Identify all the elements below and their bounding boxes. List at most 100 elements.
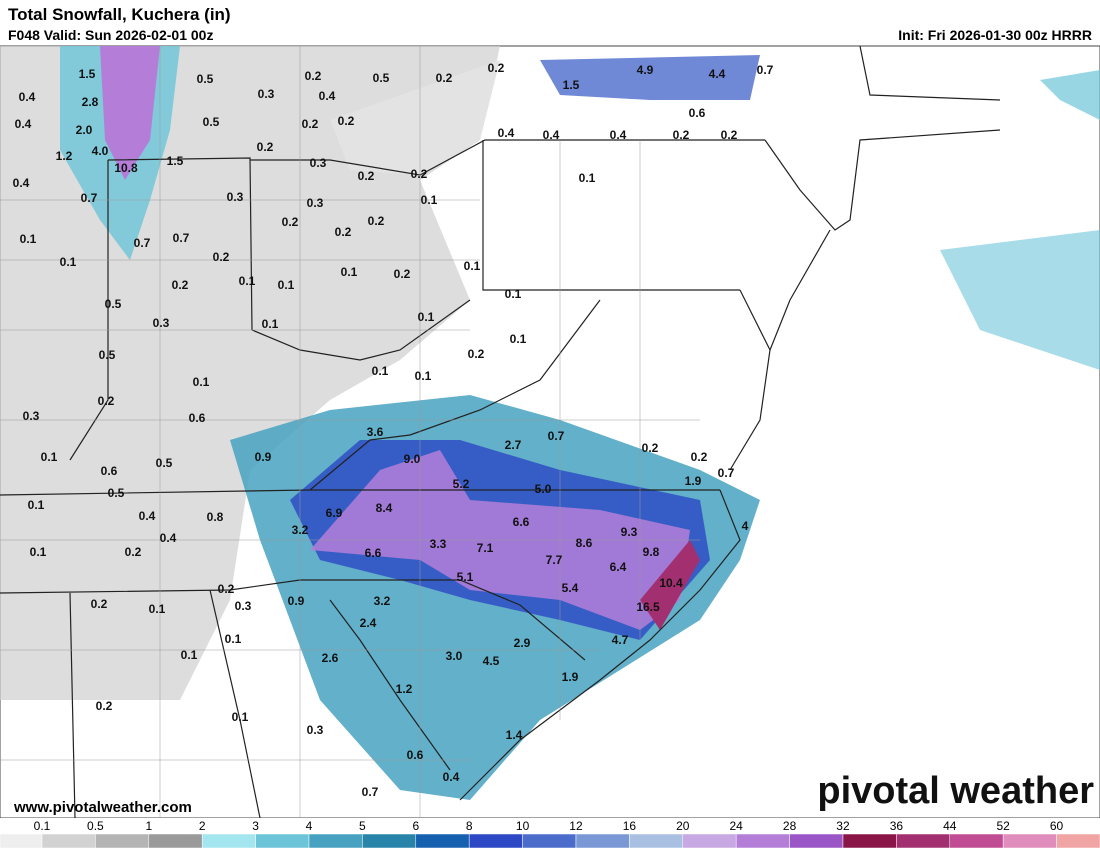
snow-label: 0.2 [125, 545, 142, 559]
snow-label: 0.2 [172, 278, 189, 292]
snow-label: 0.4 [319, 89, 336, 103]
snow-label: 0.4 [498, 126, 515, 140]
snow-label: 0.2 [338, 114, 355, 128]
logo: pivotal weather [817, 770, 1094, 812]
snow-label: 0.2 [302, 117, 319, 131]
colorbar-label: 10 [516, 819, 530, 833]
snow-label: 0.5 [99, 348, 116, 362]
lake-area [330, 60, 500, 175]
snow-label: 3.2 [374, 594, 391, 608]
colorbar-swatch [842, 833, 897, 849]
snow-label: 0.7 [362, 785, 379, 799]
colorbar-label: 0.1 [34, 819, 51, 833]
snow-label: 0.2 [721, 128, 738, 142]
snow-label: 0.4 [139, 509, 156, 523]
snow-label: 0.7 [718, 466, 735, 480]
snow-label: 0.5 [156, 456, 173, 470]
colorbar-swatch [362, 833, 417, 849]
colorbar: 0.1 0.5 1 2 3 4 5 6 8 10 12 16 20 24 28 32 36 44 52 60 [0, 818, 1100, 850]
snow-label: 0.1 [41, 450, 58, 464]
snow-label: 0.1 [239, 274, 256, 288]
state-line [69, 592, 76, 819]
colorbar-swatch [789, 833, 844, 849]
colorbar-swatch [949, 833, 1004, 849]
snow-label: 3.2 [292, 523, 309, 537]
snow-label: 5.0 [535, 482, 552, 496]
colorbar-label: 2 [199, 819, 206, 833]
snow-label: 0.1 [510, 332, 527, 346]
snow-label: 0.1 [505, 287, 522, 301]
snow-label: 0.2 [305, 69, 322, 83]
snow-label: 4.5 [483, 654, 500, 668]
snow-core [100, 46, 160, 180]
website: www.pivotalweather.com [13, 799, 192, 816]
snow-label: 4 [742, 519, 749, 533]
colorbar-label: 12 [569, 819, 583, 833]
snow-label: 9.0 [404, 452, 421, 466]
snow-label: 7.1 [477, 541, 494, 555]
colorbar-label: 44 [943, 819, 957, 833]
colorbar-swatch [308, 833, 363, 849]
snow-label: 0.2 [488, 61, 505, 75]
colorbar-swatch [95, 833, 150, 849]
snow-label: 0.6 [407, 748, 424, 762]
snow-label: 0.2 [91, 597, 108, 611]
ocean-snow [940, 230, 1100, 370]
snow-label: 0.7 [173, 231, 190, 245]
snow-label: 0.1 [30, 545, 47, 559]
state-line [482, 140, 740, 291]
colorbar-swatch [201, 833, 256, 849]
colorbar-swatch [735, 833, 790, 849]
colorbar-label: 60 [1050, 819, 1064, 833]
snow-label: 0.1 [372, 364, 389, 378]
snow-label: 0.4 [610, 128, 627, 142]
county-lines [0, 46, 700, 818]
snow-label: 0.2 [673, 128, 690, 142]
snow-label: 6.6 [365, 546, 382, 560]
snow-label: 0.2 [436, 71, 453, 85]
map [0, 45, 1100, 819]
snow-label: 0.1 [278, 278, 295, 292]
colorbar-label: 36 [890, 819, 904, 833]
snow-label: 0.1 [421, 193, 438, 207]
snow-label: 0.1 [415, 369, 432, 383]
snow-label: 2.0 [76, 123, 93, 137]
snow-label: 5.1 [457, 570, 474, 584]
snow-label: 7.7 [546, 553, 563, 567]
colorbar-swatch [415, 833, 470, 849]
colorbar-label: 0.5 [87, 819, 104, 833]
colorbar-swatch [148, 833, 203, 849]
snow-label: 9.8 [643, 545, 660, 559]
snow-label: 0.2 [96, 699, 113, 713]
map-labels: 0.50.30.20.40.5 0.20.21.50.4 2.80.4 2.00.5 0… [13, 61, 774, 799]
snow-label: 0.3 [307, 723, 324, 737]
state-line [309, 299, 601, 491]
snow-label: 10.8 [114, 161, 138, 175]
snow-label: 6.9 [326, 506, 343, 520]
snow-label: 8.6 [576, 536, 593, 550]
colorbar-label: 24 [729, 819, 743, 833]
snow-label: 2.4 [360, 616, 377, 630]
colorbar-swatch [575, 833, 630, 849]
snow-label: 0.7 [81, 191, 98, 205]
snow-label: 0.2 [213, 250, 230, 264]
colorbar-label: 20 [676, 819, 690, 833]
title: Total Snowfall, Kuchera (in) [8, 5, 231, 24]
snow-label: 0.9 [288, 594, 305, 608]
snow-label: 0.1 [28, 498, 45, 512]
coastline [459, 489, 741, 801]
snow-label: 0.4 [13, 176, 30, 190]
snow-label: 0.2 [691, 450, 708, 464]
snow-label: 1.9 [685, 474, 702, 488]
colorbar-swatch [255, 833, 310, 849]
state-line [107, 157, 253, 331]
state-line [69, 160, 109, 461]
snow-label: 0.1 [193, 375, 210, 389]
snow-label: 0.4 [443, 770, 460, 784]
snow-label: 0.1 [20, 232, 37, 246]
colorbar-swatch [682, 833, 737, 849]
snow-label: 0.1 [418, 310, 435, 324]
snow-label: 0.9 [255, 450, 272, 464]
snow-label: 0.2 [282, 215, 299, 229]
valid-time: F048 Valid: Sun 2026-02-01 00z [8, 27, 213, 43]
